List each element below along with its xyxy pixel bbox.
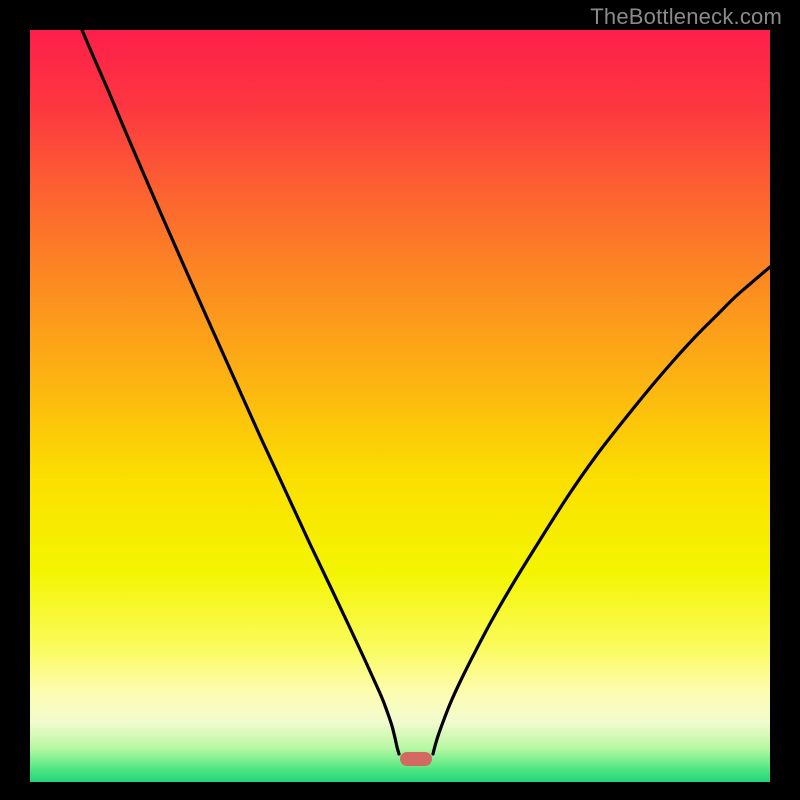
curve-right-branch	[433, 267, 770, 754]
curve-left-branch	[82, 30, 399, 754]
chart-frame: TheBottleneck.com	[0, 0, 800, 800]
bottleneck-marker	[400, 752, 432, 766]
watermark-text: TheBottleneck.com	[590, 4, 782, 30]
curve-layer	[30, 30, 770, 782]
plot-area	[30, 30, 770, 782]
